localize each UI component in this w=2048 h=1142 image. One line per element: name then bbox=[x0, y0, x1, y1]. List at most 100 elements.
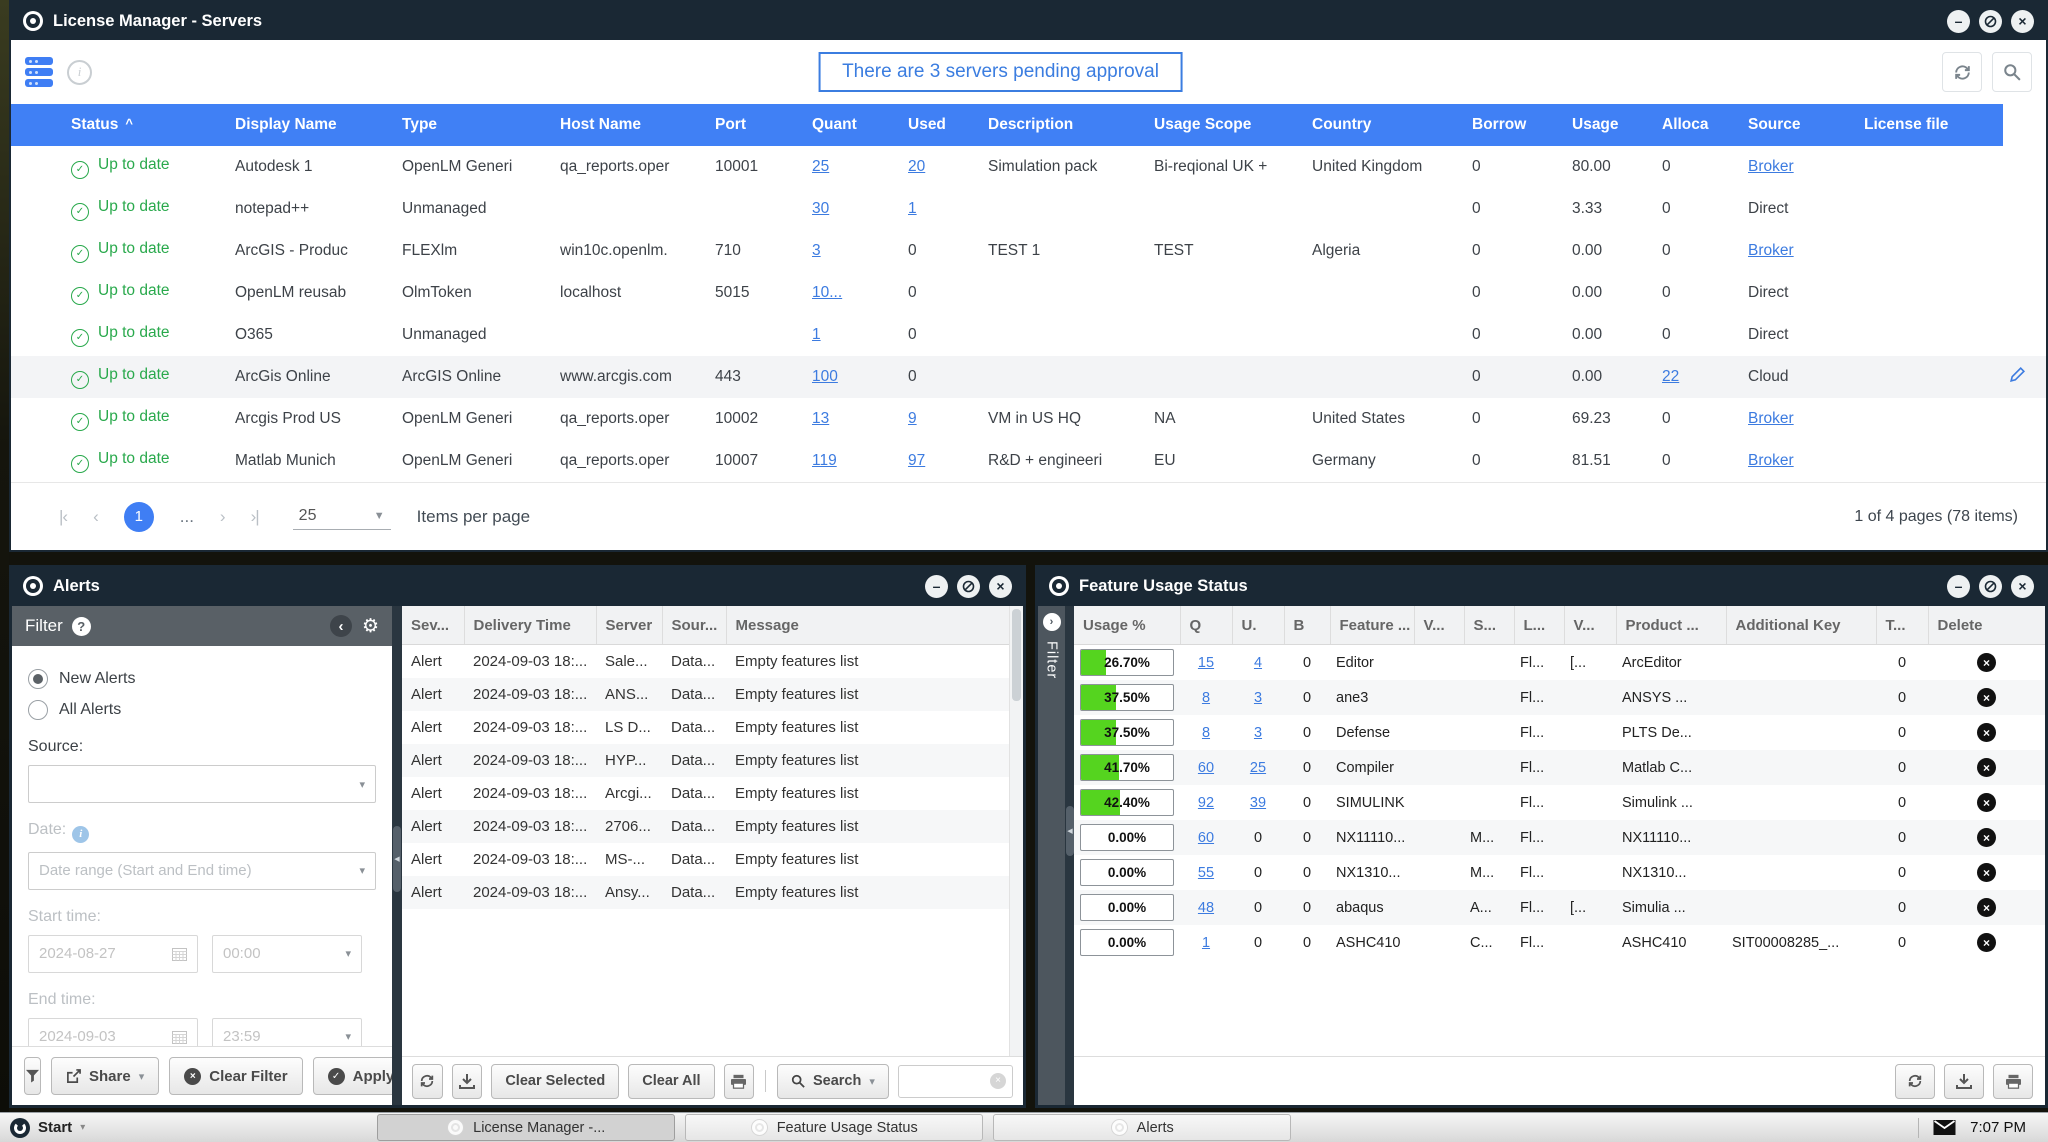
close-icon[interactable]: × bbox=[2011, 9, 2034, 33]
column-header-8[interactable]: Usage Scope bbox=[1148, 104, 1306, 146]
source-link[interactable]: Broker bbox=[1748, 452, 1794, 469]
quantity-link[interactable]: 1 bbox=[1201, 934, 1211, 951]
cell-quantity[interactable]: 60 bbox=[1180, 750, 1232, 785]
source-link[interactable]: Broker bbox=[1748, 242, 1794, 259]
cell-source[interactable]: Broker bbox=[1742, 398, 1858, 440]
column-header-11[interactable]: Usage bbox=[1566, 104, 1656, 146]
maximize-icon[interactable] bbox=[1979, 9, 2002, 33]
source-link[interactable]: Broker bbox=[1748, 410, 1794, 427]
column-header-4[interactable]: Message bbox=[725, 606, 1009, 645]
cell-used[interactable]: 20 bbox=[902, 146, 982, 188]
quantity-link[interactable]: 13 bbox=[812, 410, 830, 427]
column-header-1[interactable]: Display Name bbox=[229, 104, 396, 146]
column-header-5[interactable]: V... bbox=[1413, 606, 1464, 645]
column-header-0[interactable]: Sev... bbox=[402, 606, 464, 645]
info-icon[interactable]: i bbox=[67, 59, 92, 85]
servers-icon[interactable] bbox=[25, 57, 53, 87]
column-header-7[interactable]: Description bbox=[982, 104, 1148, 146]
alerts-titlebar[interactable]: Alerts – × bbox=[11, 567, 1024, 605]
collapsed-filter-panel[interactable]: › Filter bbox=[1038, 606, 1065, 1105]
column-header-6[interactable]: Used bbox=[902, 104, 982, 146]
feature-usage-titlebar[interactable]: Feature Usage Status – × bbox=[1037, 567, 2046, 605]
minimize-icon[interactable]: – bbox=[1947, 9, 1970, 33]
mail-icon[interactable] bbox=[1933, 1120, 1956, 1135]
splitter-collapse-icon[interactable]: ◀ bbox=[393, 825, 401, 892]
cell-allocated[interactable]: 22 bbox=[1656, 356, 1742, 398]
delete-icon[interactable]: × bbox=[1977, 688, 1996, 707]
column-header-9[interactable]: Product ... bbox=[1615, 606, 1726, 645]
page-size-select[interactable]: 25 ▼ bbox=[292, 503, 391, 530]
cell-quantity[interactable]: 30 bbox=[806, 188, 902, 230]
column-header-10[interactable]: Additional Key bbox=[1725, 606, 1876, 645]
cell-quantity[interactable]: 92 bbox=[1180, 785, 1232, 820]
quantity-link[interactable]: 55 bbox=[1197, 864, 1215, 881]
start-date-input[interactable]: 2024-08-27 bbox=[28, 934, 198, 973]
server-row[interactable]: ✓ Up to date ArcGis Online ArcGIS Online www… bbox=[11, 356, 2046, 398]
column-header-3[interactable]: B bbox=[1283, 606, 1330, 645]
delete-icon[interactable]: × bbox=[1977, 793, 1996, 812]
used-link[interactable]: 20 bbox=[908, 158, 926, 175]
column-header-2[interactable]: U. bbox=[1231, 606, 1284, 645]
column-header-8[interactable]: V... bbox=[1563, 606, 1616, 645]
clear-all-button[interactable]: Clear All bbox=[628, 1063, 715, 1099]
quantity-link[interactable]: 100 bbox=[812, 368, 838, 385]
minimize-icon[interactable]: – bbox=[925, 574, 948, 598]
cell-source[interactable]: Broker bbox=[1742, 146, 1858, 188]
cell-used[interactable]: 1 bbox=[902, 188, 982, 230]
alert-row[interactable]: Alert 2024-09-03 18:... Ansy... Data... Empt… bbox=[402, 876, 1009, 909]
delete-icon[interactable]: × bbox=[1977, 828, 1996, 847]
refresh-button[interactable] bbox=[412, 1063, 443, 1099]
cell-source[interactable]: Broker bbox=[1742, 440, 1858, 483]
cell-used[interactable]: 3 bbox=[1232, 715, 1284, 750]
alert-row[interactable]: Alert 2024-09-03 18:... ANS... Data... Empty… bbox=[402, 678, 1009, 711]
cell-quantity[interactable]: 119 bbox=[806, 440, 902, 483]
maximize-icon[interactable] bbox=[1979, 574, 2002, 598]
cell-quantity[interactable]: 55 bbox=[1180, 855, 1232, 890]
next-page-icon[interactable]: › bbox=[219, 506, 226, 526]
feature-row[interactable]: 0.00% 55 0 0 NX1310... M... Fl... NX1310... 0 × bbox=[1074, 855, 2045, 890]
print-button[interactable] bbox=[1993, 1063, 2033, 1099]
close-icon[interactable]: × bbox=[989, 574, 1012, 598]
cell-quantity[interactable]: 60 bbox=[1180, 820, 1232, 855]
quantity-link[interactable]: 60 bbox=[1197, 829, 1215, 846]
splitter-bar[interactable]: ◀ bbox=[392, 606, 402, 1105]
quantity-link[interactable]: 3 bbox=[812, 242, 821, 259]
edit-icon[interactable] bbox=[2009, 366, 2026, 387]
delete-icon[interactable]: × bbox=[1977, 653, 1996, 672]
quantity-link[interactable]: 1 bbox=[812, 326, 821, 343]
start-button[interactable]: Start ▾ bbox=[10, 1117, 85, 1138]
cell-delete[interactable]: × bbox=[1928, 645, 2045, 681]
server-row[interactable]: ✓ Up to date Autodesk 1 OpenLM Generi qa_rep… bbox=[11, 146, 2046, 188]
quantity-link[interactable]: 8 bbox=[1201, 689, 1211, 706]
source-link[interactable]: Broker bbox=[1748, 158, 1794, 175]
server-row[interactable]: ✓ Up to date Matlab Munich OpenLM Generi qa_… bbox=[11, 440, 2046, 483]
license-manager-titlebar[interactable]: License Manager - Servers – × bbox=[11, 2, 2046, 40]
cell-quantity[interactable]: 10... bbox=[806, 272, 902, 314]
cell-used[interactable]: 3 bbox=[1232, 680, 1284, 715]
alert-row[interactable]: Alert 2024-09-03 18:... 2706... Data... Empt… bbox=[402, 810, 1009, 843]
feature-row[interactable]: 37.50% 8 3 0 ane3 Fl... ANSYS ... 0 × bbox=[1074, 680, 2045, 715]
feature-row[interactable]: 42.40% 92 39 0 SIMULINK Fl... Simulink ... 0 × bbox=[1074, 785, 2045, 820]
quantity-link[interactable]: 25 bbox=[812, 158, 830, 175]
cell-quantity[interactable]: 25 bbox=[806, 146, 902, 188]
taskbar-item-feature-usage[interactable]: Feature Usage Status bbox=[685, 1114, 984, 1141]
cell-used[interactable]: 9 bbox=[902, 398, 982, 440]
gear-icon[interactable]: ⚙ bbox=[361, 615, 379, 637]
radio-all-alerts[interactable]: All Alerts bbox=[28, 700, 376, 720]
used-link[interactable]: 9 bbox=[908, 410, 917, 427]
end-time-input[interactable]: 23:59 ▾ bbox=[212, 1017, 362, 1046]
quantity-link[interactable]: 8 bbox=[1201, 724, 1211, 741]
search-input[interactable]: × bbox=[897, 1064, 1013, 1098]
date-range-select[interactable]: Date range (Start and End time) ▾ bbox=[28, 851, 376, 890]
delete-icon[interactable]: × bbox=[1977, 898, 1996, 917]
column-header-1[interactable]: Q bbox=[1179, 606, 1232, 645]
quantity-link[interactable]: 30 bbox=[812, 200, 830, 217]
used-link[interactable]: 97 bbox=[908, 452, 926, 469]
search-button[interactable]: Search ▾ bbox=[776, 1063, 889, 1099]
quantity-link[interactable]: 15 bbox=[1197, 654, 1215, 671]
allocated-link[interactable]: 22 bbox=[1662, 368, 1680, 385]
column-header-3[interactable]: Host Name bbox=[554, 104, 709, 146]
start-time-input[interactable]: 00:00 ▾ bbox=[212, 934, 362, 973]
column-header-7[interactable]: L... bbox=[1513, 606, 1564, 645]
column-header-5[interactable]: Quant bbox=[806, 104, 902, 146]
